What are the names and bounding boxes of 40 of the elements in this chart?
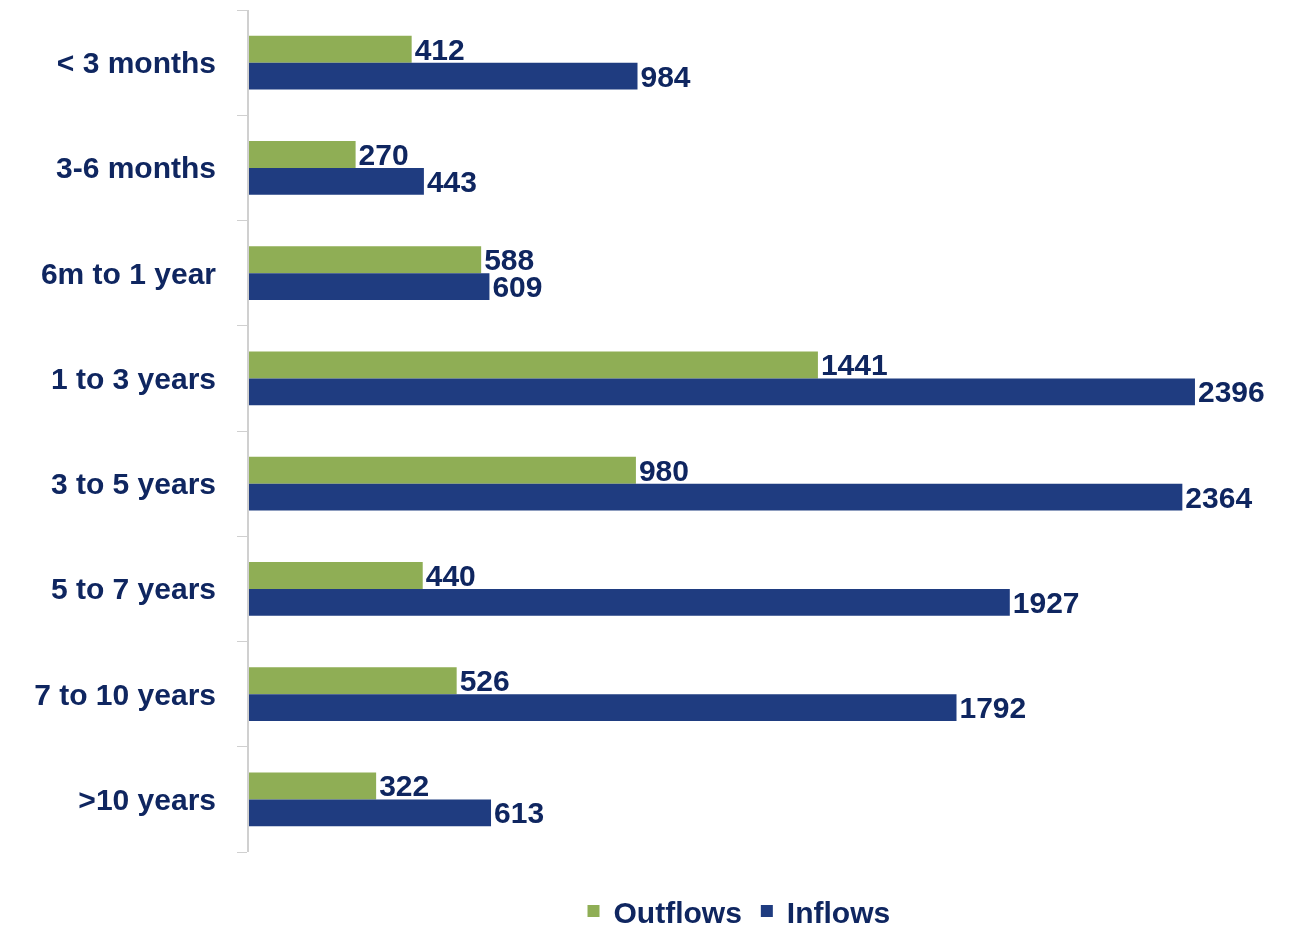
- y-tick-label: >10 years: [78, 782, 216, 816]
- bar: [249, 456, 636, 484]
- y-tick-label: 7 to 10 years: [34, 677, 216, 711]
- y-tick-label: 5 to 7 years: [50, 572, 216, 606]
- y-tick-label: 3 to 5 years: [50, 467, 216, 501]
- data-label: 443: [426, 164, 477, 198]
- y-tick-label: 1 to 3 years: [50, 361, 216, 395]
- bar: [249, 562, 423, 589]
- bar: [249, 772, 377, 800]
- y-tick-label: 6m to 1 year: [40, 256, 217, 290]
- data-label: 440: [425, 558, 476, 592]
- data-label: 2364: [1185, 480, 1253, 514]
- bar: [249, 273, 490, 300]
- data-label: 1441: [820, 348, 888, 382]
- bar: [249, 588, 1010, 616]
- data-label: 2396: [1197, 375, 1265, 409]
- legend-label: Inflows: [786, 895, 891, 927]
- y-tick-label: 3-6 months: [55, 151, 216, 185]
- bar: [249, 378, 1195, 406]
- bar: [249, 141, 356, 168]
- data-label: 526: [459, 664, 510, 698]
- bar: [249, 167, 424, 195]
- data-label: 984: [640, 59, 691, 93]
- bar: [249, 694, 957, 721]
- y-tick-label: < 3 months: [56, 46, 216, 80]
- bar: [249, 35, 412, 63]
- legend-label: Outflows: [613, 895, 742, 927]
- bar: [249, 246, 482, 274]
- data-label: 322: [379, 769, 430, 803]
- bar: [249, 799, 492, 827]
- bar: [249, 667, 457, 695]
- data-label: 613: [494, 796, 545, 830]
- data-label: 270: [358, 137, 409, 171]
- bar: [249, 483, 1183, 511]
- data-label: 412: [414, 32, 465, 66]
- data-label: 980: [638, 453, 689, 487]
- data-label: 1927: [1012, 585, 1080, 619]
- bar: [249, 351, 818, 379]
- bar: [249, 62, 638, 90]
- data-label: 1792: [959, 691, 1027, 725]
